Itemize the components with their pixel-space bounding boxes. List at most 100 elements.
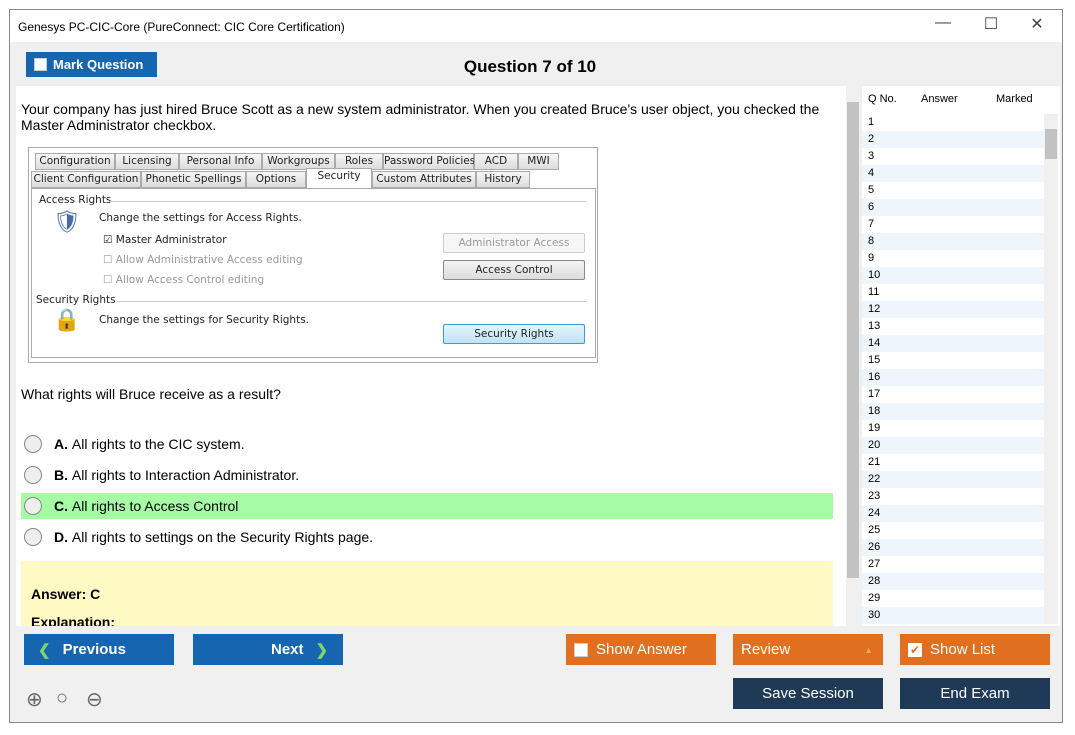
- row-number: 12: [868, 303, 881, 315]
- row-number: 14: [868, 337, 881, 349]
- list-row[interactable]: 13: [862, 318, 1044, 335]
- option-letter: D.: [54, 529, 68, 545]
- row-number: 6: [868, 201, 875, 213]
- checkbox-icon: [574, 642, 588, 657]
- row-number: 9: [868, 252, 875, 264]
- question-image: Configuration Licensing Personal Info Wo…: [28, 147, 598, 363]
- list-row[interactable]: 25: [862, 522, 1044, 539]
- list-row[interactable]: 30: [862, 607, 1044, 624]
- access-rights-label: Access Rights: [39, 194, 112, 206]
- scroll-thumb[interactable]: [847, 102, 859, 578]
- list-row[interactable]: 23: [862, 488, 1044, 505]
- list-row[interactable]: 29: [862, 590, 1044, 607]
- list-row[interactable]: 8: [862, 233, 1044, 250]
- img-tab: Phonetic Spellings: [141, 171, 246, 188]
- row-number: 18: [868, 405, 881, 417]
- save-session-button[interactable]: Save Session: [733, 678, 883, 709]
- row-number: 7: [868, 218, 875, 230]
- row-number: 28: [868, 575, 881, 587]
- list-row[interactable]: 10: [862, 267, 1044, 284]
- option-a[interactable]: A. All rights to the CIC system.: [21, 431, 833, 457]
- checkbox-icon: [34, 58, 47, 71]
- zoom-reset-icon[interactable]: ○: [56, 687, 69, 709]
- row-number: 2: [868, 133, 875, 145]
- radio-button[interactable]: [24, 528, 42, 546]
- end-exam-button[interactable]: End Exam: [900, 678, 1050, 709]
- list-row[interactable]: 20: [862, 437, 1044, 454]
- next-label: Next: [271, 641, 304, 658]
- row-number: 4: [868, 167, 875, 179]
- row-number: 30: [868, 609, 881, 621]
- img-tab: Custom Attributes: [372, 171, 476, 188]
- list-row[interactable]: 19: [862, 420, 1044, 437]
- list-row[interactable]: 3: [862, 148, 1044, 165]
- mark-question-button[interactable]: Mark Question: [26, 52, 157, 77]
- list-row[interactable]: 24: [862, 505, 1044, 522]
- list-row[interactable]: 12: [862, 301, 1044, 318]
- show-list-button[interactable]: ✔ Show List: [900, 634, 1050, 665]
- list-row[interactable]: 28: [862, 573, 1044, 590]
- row-number: 15: [868, 354, 881, 366]
- list-row[interactable]: 17: [862, 386, 1044, 403]
- list-row[interactable]: 26: [862, 539, 1044, 556]
- previous-button[interactable]: ❮ Previous: [24, 634, 174, 665]
- img-tab: Workgroups: [262, 153, 335, 170]
- list-row[interactable]: 27: [862, 556, 1044, 573]
- mark-label: Mark Question: [53, 57, 144, 72]
- close-button[interactable]: ✕: [1030, 16, 1044, 33]
- list-row[interactable]: 16: [862, 369, 1044, 386]
- option-letter: C.: [54, 498, 68, 514]
- radio-button[interactable]: [24, 497, 42, 515]
- row-number: 26: [868, 541, 881, 553]
- list-row[interactable]: 9: [862, 250, 1044, 267]
- radio-button[interactable]: [24, 466, 42, 484]
- list-row[interactable]: 15: [862, 352, 1044, 369]
- row-number: 27: [868, 558, 881, 570]
- list-row[interactable]: 21: [862, 454, 1044, 471]
- minimize-button[interactable]: —: [935, 14, 951, 31]
- img-tab: Personal Info: [179, 153, 262, 170]
- maximize-button[interactable]: ☐: [983, 16, 999, 33]
- option-b[interactable]: B. All rights to Interaction Administrat…: [21, 462, 833, 488]
- list-row[interactable]: 14: [862, 335, 1044, 352]
- col-qno: Q No.: [868, 93, 897, 105]
- row-number: 8: [868, 235, 875, 247]
- row-number: 11: [868, 286, 880, 298]
- img-tab: Password Policies: [383, 153, 475, 170]
- option-text: All rights to Interaction Administrator.: [71, 467, 300, 483]
- option-c[interactable]: C. All rights to Access Control: [21, 493, 833, 519]
- master-admin-checkbox: ☑ Master Administrator: [103, 234, 227, 246]
- img-tab: ACD: [474, 153, 518, 170]
- next-button[interactable]: Next ❯: [193, 634, 343, 665]
- review-label: Review: [741, 641, 791, 658]
- row-number: 22: [868, 473, 881, 485]
- radio-button[interactable]: [24, 435, 42, 453]
- list-row[interactable]: 5: [862, 182, 1044, 199]
- option-d[interactable]: D. All rights to settings on the Securit…: [21, 524, 833, 550]
- row-number: 16: [868, 371, 881, 383]
- question-list: Q No. Answer Marked 1 2 3 4 5 6 7 8 9 10 11 12 13 14 1…: [862, 86, 1060, 626]
- review-button[interactable]: Review ▲: [733, 634, 883, 665]
- question-scrollbar[interactable]: [846, 88, 860, 624]
- list-row[interactable]: 4: [862, 165, 1044, 182]
- list-row[interactable]: 11: [862, 284, 1044, 301]
- show-answer-label: Show Answer: [596, 641, 687, 658]
- img-tab: Licensing: [115, 153, 179, 170]
- list-row[interactable]: 7: [862, 216, 1044, 233]
- list-scrollbar[interactable]: [1044, 114, 1058, 624]
- option-text: All rights to Access Control: [71, 498, 239, 514]
- explanation-label: Explanation:: [31, 614, 116, 626]
- list-row[interactable]: 1: [862, 114, 1044, 131]
- security-desc: Change the settings for Security Rights.: [99, 314, 310, 326]
- zoom-in-icon[interactable]: ⊕: [26, 689, 43, 711]
- caret-up-icon: ▲: [864, 644, 873, 655]
- show-answer-button[interactable]: Show Answer: [566, 634, 716, 665]
- col-marked: Marked: [996, 93, 1033, 105]
- zoom-out-icon[interactable]: ⊖: [86, 689, 103, 711]
- list-row[interactable]: 6: [862, 199, 1044, 216]
- list-row[interactable]: 2: [862, 131, 1044, 148]
- lock-icon: 🔒: [53, 308, 81, 333]
- list-row[interactable]: 18: [862, 403, 1044, 420]
- scroll-thumb[interactable]: [1045, 129, 1057, 159]
- list-row[interactable]: 22: [862, 471, 1044, 488]
